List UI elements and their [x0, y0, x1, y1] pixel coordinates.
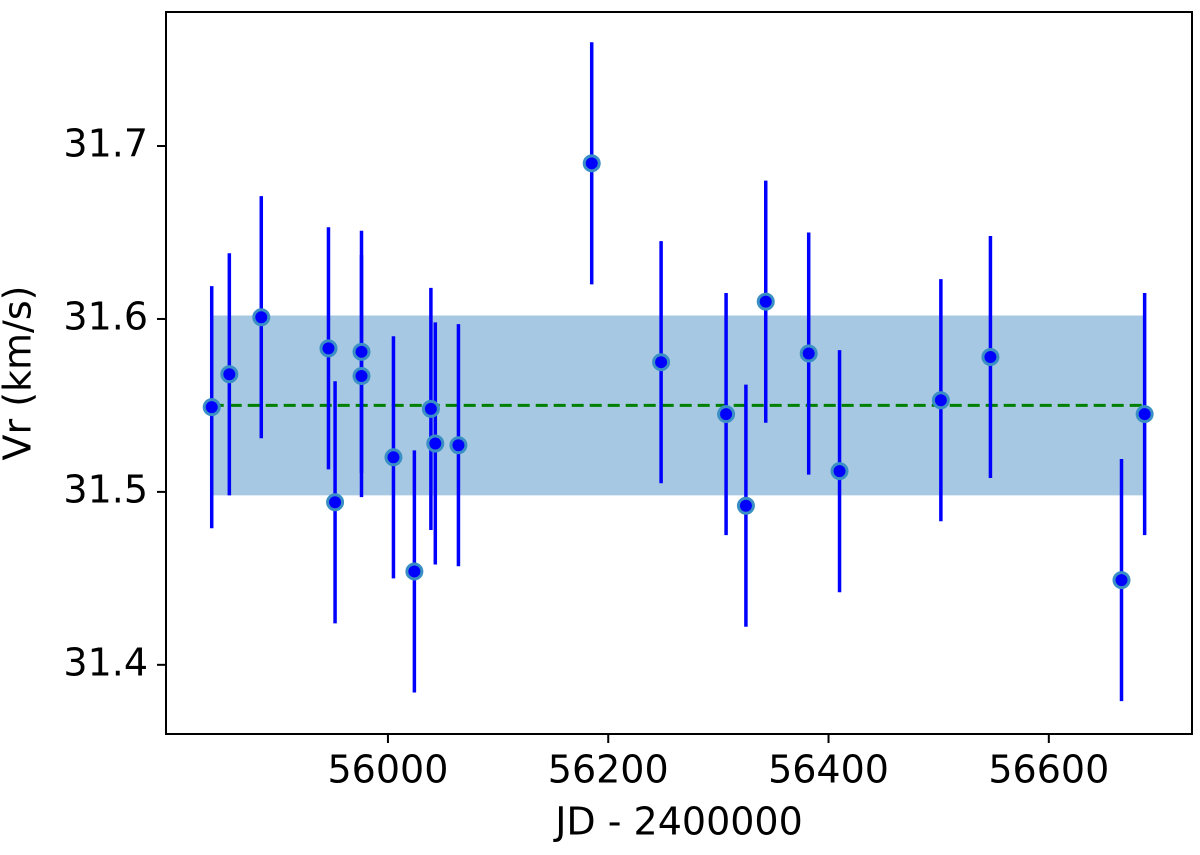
x-axis-label: JD - 2400000	[553, 800, 803, 844]
point	[202, 398, 221, 417]
point	[252, 308, 271, 327]
point	[319, 339, 338, 358]
plot-frame	[165, 11, 1193, 735]
y-axis-label: Vr (km/s)	[0, 286, 40, 461]
point	[931, 391, 950, 410]
point	[326, 493, 345, 512]
y-tick-label: 31.6	[63, 294, 148, 338]
point	[384, 448, 403, 467]
point	[405, 562, 424, 581]
point	[1135, 405, 1154, 424]
point	[352, 367, 371, 386]
point	[717, 405, 736, 424]
point	[830, 462, 849, 481]
y-tick-label: 31.7	[63, 122, 148, 166]
point	[981, 348, 1000, 367]
point	[652, 353, 671, 372]
point	[1112, 571, 1131, 590]
x-tick-label: 56000	[327, 748, 448, 792]
point	[352, 342, 371, 361]
x-tick-label: 56600	[988, 748, 1109, 792]
x-tick-label: 56400	[768, 748, 889, 792]
point	[220, 365, 239, 384]
point	[426, 434, 445, 453]
x-tick-label: 56200	[548, 748, 669, 792]
y-tick-label: 31.5	[63, 467, 148, 511]
point	[736, 496, 755, 515]
point	[582, 154, 601, 173]
y-tick-label: 31.4	[63, 640, 148, 684]
point	[449, 436, 468, 455]
point	[421, 399, 440, 418]
point	[799, 344, 818, 363]
point	[756, 292, 775, 311]
